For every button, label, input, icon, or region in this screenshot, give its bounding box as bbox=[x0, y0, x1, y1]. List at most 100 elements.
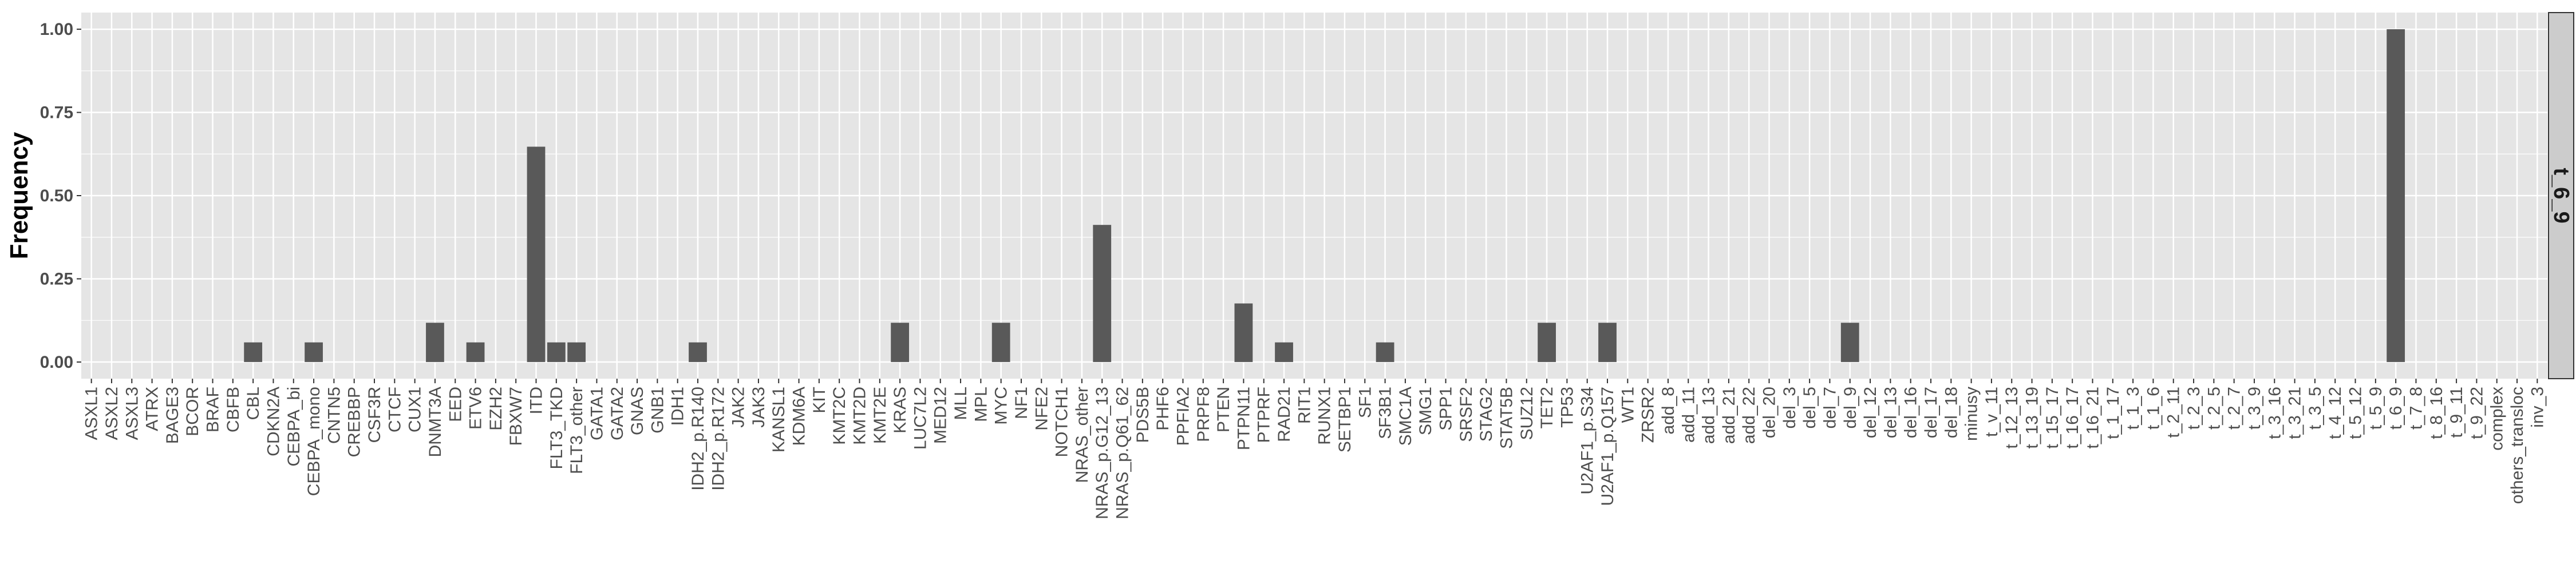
x-tick-label: ZRSR2 bbox=[1639, 387, 1658, 443]
x-tick-label: t_5_12 bbox=[2346, 387, 2365, 439]
x-tick-label: GNAS bbox=[628, 387, 647, 435]
y-axis-title: Frequency bbox=[5, 132, 33, 259]
x-tick-label: CUX1 bbox=[406, 387, 425, 432]
x-tick-label: KDM6A bbox=[790, 387, 809, 446]
x-tick-label: IDH2_p.R172 bbox=[709, 387, 728, 491]
x-tick-label: CEBPA_mono bbox=[305, 387, 323, 496]
bar bbox=[1538, 323, 1556, 362]
bar bbox=[466, 342, 485, 362]
x-tick-label: U2AF1_p.Q157 bbox=[1598, 387, 1617, 506]
x-tick-label: BRAF bbox=[204, 387, 223, 432]
x-tick-label: CREBBP bbox=[345, 387, 364, 457]
x-tick-label: t_v_11 bbox=[1982, 387, 2001, 437]
x-tick-label: RAD21 bbox=[1275, 387, 1294, 442]
x-tick-label: add_21 bbox=[1720, 387, 1739, 444]
x-tick-label: del_17 bbox=[1922, 387, 1941, 438]
x-tick-label: t_1_3 bbox=[2124, 387, 2143, 430]
x-tick-label: CNTN5 bbox=[325, 387, 343, 444]
x-tick-label: DNMT3A bbox=[426, 387, 445, 457]
x-tick-label: t_16_21 bbox=[2083, 387, 2102, 448]
x-tick-label: GATA2 bbox=[608, 387, 627, 440]
x-tick-label: FBXW7 bbox=[507, 387, 526, 446]
x-tick-label: t_2_3 bbox=[2184, 387, 2203, 430]
x-tick-label: RIT1 bbox=[1295, 387, 1314, 424]
x-tick-label: SETBP1 bbox=[1336, 387, 1354, 452]
x-tick-label: t_12_13 bbox=[2002, 387, 2021, 448]
x-tick-label: t_3_16 bbox=[2265, 387, 2284, 439]
bar bbox=[527, 146, 546, 362]
x-tick-label: add_8 bbox=[1659, 387, 1678, 434]
x-tick-label: NRAS_other bbox=[1073, 387, 1092, 483]
x-tick-label: JAK2 bbox=[729, 387, 748, 428]
x-tick-label: t_15_17 bbox=[2043, 387, 2062, 448]
y-tick-label: 0.25 bbox=[40, 269, 73, 288]
facet-strip-label: t_6_9 bbox=[2549, 168, 2573, 223]
x-tick-label: PTPN11 bbox=[1234, 387, 1253, 450]
x-tick-label: EZH2 bbox=[487, 387, 505, 431]
x-tick-label: CBFB bbox=[224, 387, 243, 432]
bar bbox=[1234, 303, 1253, 362]
x-tick-label: KRAS bbox=[891, 387, 910, 434]
x-tick-label: GNB1 bbox=[648, 387, 667, 434]
x-tick-label: PPFIA2 bbox=[1174, 387, 1192, 446]
x-tick-label: NOTCH1 bbox=[1053, 387, 1072, 457]
x-tick-label: inv_3 bbox=[2528, 387, 2547, 428]
x-tick-label: ATRX bbox=[143, 387, 162, 431]
x-tick-label: MLL bbox=[951, 387, 970, 420]
x-tick-label: NFE2 bbox=[1032, 387, 1051, 431]
x-tick-label: t_3_21 bbox=[2286, 387, 2305, 439]
x-tick-label: t_5_9 bbox=[2366, 387, 2385, 430]
x-tick-label: KMT2E bbox=[871, 387, 890, 444]
bar bbox=[244, 342, 263, 362]
x-tick-label: LUC7L2 bbox=[911, 387, 930, 450]
x-tick-label: t_3_5 bbox=[2306, 387, 2325, 430]
x-tick-label: TP53 bbox=[1558, 387, 1577, 428]
x-tick-label: KMT2C bbox=[830, 387, 849, 445]
x-tick-label: CTCF bbox=[385, 387, 404, 432]
x-tick-label: PDS5B bbox=[1133, 387, 1152, 443]
facet-strip-background bbox=[2548, 12, 2574, 379]
x-tick-label: MPL bbox=[971, 387, 990, 422]
bar bbox=[1093, 225, 1112, 362]
x-tick-label: KANSL1 bbox=[769, 387, 788, 452]
x-tick-label: STAT5B bbox=[1497, 387, 1516, 449]
x-tick-label: IDH1 bbox=[669, 387, 688, 426]
x-tick-label: IDH2_p.R140 bbox=[689, 387, 708, 491]
y-tick-label: 0.50 bbox=[40, 186, 73, 205]
x-tick-label: t_9_22 bbox=[2467, 387, 2486, 439]
x-tick-label: others_transloc bbox=[2508, 387, 2527, 504]
y-axis-ticks: 0.00 0.25 0.50 0.75 1.00 bbox=[40, 20, 81, 372]
x-tick-label: SMC1A bbox=[1396, 387, 1415, 446]
x-tick-label: ITD bbox=[527, 387, 546, 414]
x-tick-label: SMG1 bbox=[1416, 387, 1435, 435]
x-tick-label: ASXL3 bbox=[123, 387, 141, 440]
x-tick-label: GATA1 bbox=[587, 387, 606, 440]
x-tick-label: SUZ12 bbox=[1518, 387, 1536, 440]
x-tick-label: CDKN2A bbox=[264, 387, 283, 456]
x-tick-label: CSF3R bbox=[365, 387, 384, 443]
x-tick-label: SPP1 bbox=[1437, 387, 1456, 431]
x-tick-label: PTEN bbox=[1214, 387, 1233, 432]
x-axis-ticks: ASXL1 ASXL2 ASXL3 ATRX BAGE3 BCOR BRAF CBFB CBL C… bbox=[82, 379, 2547, 519]
x-tick-label: t_8_16 bbox=[2427, 387, 2446, 439]
x-tick-label: KIT bbox=[810, 387, 829, 414]
x-tick-label: PHF6 bbox=[1153, 387, 1172, 431]
x-tick-label: NRAS_p.Q61_62 bbox=[1113, 387, 1132, 519]
bar bbox=[547, 342, 566, 362]
bar bbox=[1376, 342, 1394, 362]
bar bbox=[2387, 29, 2405, 362]
x-tick-label: CBL bbox=[244, 387, 263, 420]
x-tick-label: add_11 bbox=[1679, 387, 1698, 443]
bar bbox=[305, 342, 323, 362]
x-tick-label: U2AF1_p.S34 bbox=[1578, 387, 1597, 494]
bar bbox=[567, 342, 586, 362]
x-tick-label: MYC bbox=[992, 387, 1011, 425]
y-tick-label: 0.75 bbox=[40, 104, 73, 122]
x-tick-label: del_5 bbox=[1800, 387, 1819, 428]
x-tick-label: SF1 bbox=[1356, 387, 1374, 418]
x-tick-label: SRSF2 bbox=[1457, 387, 1476, 442]
x-tick-label: TET2 bbox=[1538, 387, 1556, 428]
x-tick-label: del_7 bbox=[1820, 387, 1839, 428]
x-tick-label: MED12 bbox=[931, 387, 950, 444]
